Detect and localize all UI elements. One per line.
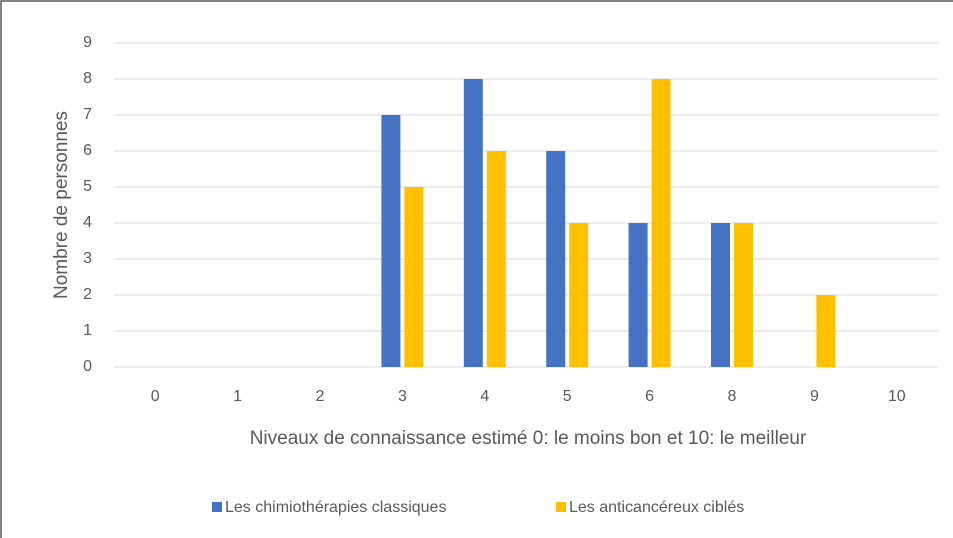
bar (628, 223, 648, 367)
bar (486, 151, 506, 367)
bar (381, 115, 401, 367)
y-tick-label: 6 (83, 142, 92, 159)
y-tick-label: 7 (83, 106, 92, 123)
y-tick-label: 4 (83, 214, 92, 231)
bar (734, 223, 753, 367)
bar (569, 223, 589, 367)
x-tick-label: 6 (645, 388, 654, 405)
bar (816, 295, 836, 367)
bar (651, 79, 671, 367)
y-tick-label: 0 (83, 358, 92, 375)
y-tick-label: 2 (83, 286, 92, 303)
x-tick-label: 0 (151, 388, 160, 405)
y-tick-label: 1 (83, 322, 92, 339)
x-tick-label: 2 (316, 388, 325, 405)
y-tick-label: 9 (83, 34, 92, 51)
legend-label: Les chimiothérapies classiques (225, 499, 446, 516)
y-tick-label: 8 (83, 70, 92, 87)
x-tick-label: 1 (233, 388, 242, 405)
bar (463, 79, 483, 367)
x-tick-label: 4 (480, 388, 489, 405)
y-tick-label: 5 (83, 178, 92, 195)
bar (711, 223, 730, 367)
x-tick-label: 5 (563, 388, 572, 405)
legend-swatch (556, 502, 566, 512)
x-tick-label: 3 (398, 388, 407, 405)
legend-swatch (212, 502, 222, 512)
legend-label: Les anticancéreux ciblés (569, 499, 744, 516)
bar (546, 151, 566, 367)
x-tick-label: 9 (810, 388, 819, 405)
y-tick-label: 3 (83, 250, 92, 267)
bar (404, 187, 424, 367)
x-tick-label: 10 (888, 388, 906, 405)
y-axis-title: Nombre de personnes (51, 111, 72, 299)
x-axis-title: Niveaux de connaissance estimé 0: le moi… (250, 428, 807, 449)
x-tick-label: 8 (728, 388, 737, 405)
